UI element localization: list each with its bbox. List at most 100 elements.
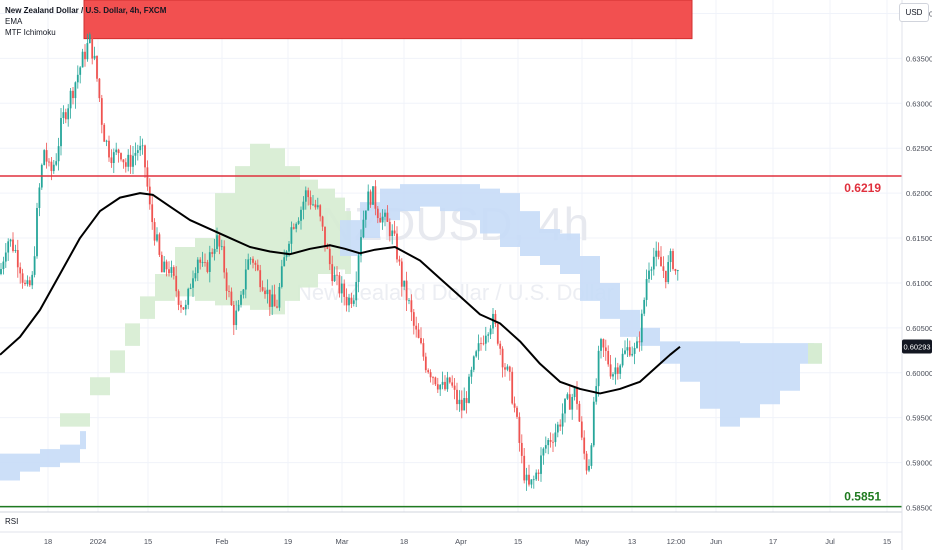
candle-body bbox=[405, 280, 408, 301]
candle-body bbox=[446, 377, 449, 390]
price-tick-label: 0.61500 bbox=[906, 234, 932, 243]
price-tick-label: 0.63000 bbox=[906, 99, 932, 108]
candle-body bbox=[64, 112, 67, 120]
candle-body bbox=[372, 186, 374, 205]
candle-body bbox=[57, 146, 60, 162]
candle-body bbox=[14, 250, 17, 251]
candle-body bbox=[328, 248, 331, 265]
candle-body bbox=[223, 246, 226, 273]
candle-body bbox=[220, 246, 223, 248]
candle-body bbox=[100, 98, 103, 125]
candle-body bbox=[280, 266, 283, 287]
candle-body bbox=[103, 124, 106, 142]
candle-body bbox=[168, 269, 170, 274]
ema-line bbox=[0, 192, 681, 395]
candle-body bbox=[259, 270, 262, 288]
candle-body bbox=[523, 455, 526, 481]
candle-body bbox=[352, 300, 355, 304]
time-tick-label: 18 bbox=[44, 537, 52, 546]
candle-body bbox=[28, 280, 31, 286]
candle-body bbox=[662, 266, 665, 271]
candle-body bbox=[458, 399, 461, 405]
candle-body bbox=[468, 376, 470, 403]
candle-body bbox=[16, 250, 19, 268]
ichimoku-indicator-label[interactable]: MTF Ichimoku bbox=[5, 28, 56, 37]
candle-body bbox=[403, 280, 406, 287]
time-tick-label: 15 bbox=[883, 537, 891, 546]
candle-body bbox=[153, 222, 156, 241]
candle-body bbox=[33, 256, 36, 275]
candle-body bbox=[208, 252, 211, 272]
candle-body bbox=[477, 343, 480, 352]
time-tick-label: 19 bbox=[284, 537, 292, 546]
candle-body bbox=[261, 287, 264, 291]
candle-body bbox=[384, 212, 386, 217]
candle-body bbox=[650, 269, 653, 271]
candle-body bbox=[604, 347, 607, 351]
candle-body bbox=[614, 367, 617, 375]
candle-body bbox=[96, 55, 98, 79]
currency-unit-button[interactable]: USD bbox=[899, 3, 929, 22]
ichimoku-cloud-bullish bbox=[808, 343, 822, 364]
candle-body bbox=[588, 465, 590, 471]
candle-body bbox=[177, 291, 180, 305]
candle-body bbox=[561, 413, 564, 427]
ema-indicator-label[interactable]: EMA bbox=[5, 17, 23, 26]
current-price-badge: 0.60293 bbox=[902, 339, 932, 354]
candle-body bbox=[43, 150, 46, 165]
candle-body bbox=[672, 251, 674, 269]
candle-body bbox=[628, 347, 631, 356]
candle-body bbox=[369, 191, 372, 205]
candle-body bbox=[88, 34, 91, 44]
candle-body bbox=[542, 448, 545, 456]
price-tick-label: 0.59500 bbox=[906, 414, 932, 423]
candle-body bbox=[309, 197, 312, 205]
candle-body bbox=[122, 159, 125, 163]
candle-body bbox=[84, 51, 86, 60]
candle-body bbox=[544, 445, 547, 449]
candle-body bbox=[470, 369, 473, 377]
candle-body bbox=[74, 82, 77, 99]
candle-body bbox=[316, 205, 319, 208]
candle-body bbox=[108, 140, 110, 158]
candle-body bbox=[19, 267, 22, 274]
candle-body bbox=[343, 283, 346, 297]
candle-body bbox=[381, 216, 384, 223]
candle-body bbox=[460, 399, 463, 411]
candle-body bbox=[79, 67, 82, 75]
price-tick-label: 0.60500 bbox=[906, 324, 932, 333]
candle-body bbox=[420, 337, 422, 344]
candle-body bbox=[643, 299, 646, 314]
candle-body bbox=[247, 259, 250, 270]
candle-body bbox=[204, 262, 206, 263]
candle-body bbox=[415, 325, 418, 330]
candle-body bbox=[136, 150, 139, 153]
candle-body bbox=[480, 343, 482, 344]
candle-body bbox=[621, 353, 624, 366]
price-tick-label: 0.62500 bbox=[906, 144, 932, 153]
candle-body bbox=[120, 153, 122, 160]
candle-body bbox=[386, 212, 389, 222]
candle-body bbox=[218, 235, 221, 247]
candle-body bbox=[448, 377, 451, 383]
candle-body bbox=[585, 453, 588, 471]
candle-body bbox=[50, 161, 53, 172]
candle-body bbox=[9, 239, 12, 242]
candle-body bbox=[595, 386, 598, 402]
candle-body bbox=[494, 313, 497, 324]
candle-body bbox=[26, 280, 29, 285]
candle-body bbox=[324, 226, 326, 247]
chart-title[interactable]: New Zealand Dollar / U.S. Dollar, 4h, FX… bbox=[5, 6, 167, 15]
time-axis[interactable]: 18 2024 15 Feb 19 Mar 18 Apr 15 May 13 12:00 Jun 17 Ju… bbox=[44, 537, 891, 546]
time-tick-label: 15 bbox=[144, 537, 152, 546]
candle-body bbox=[508, 366, 511, 372]
candle-body bbox=[192, 278, 194, 288]
candle-body bbox=[307, 190, 310, 198]
candle-body bbox=[664, 270, 667, 283]
candle-body bbox=[583, 437, 586, 454]
rsi-pane-label[interactable]: RSI bbox=[5, 517, 19, 526]
price-tick-label: 0.60000 bbox=[906, 369, 932, 378]
time-tick-label: 2024 bbox=[90, 537, 107, 546]
